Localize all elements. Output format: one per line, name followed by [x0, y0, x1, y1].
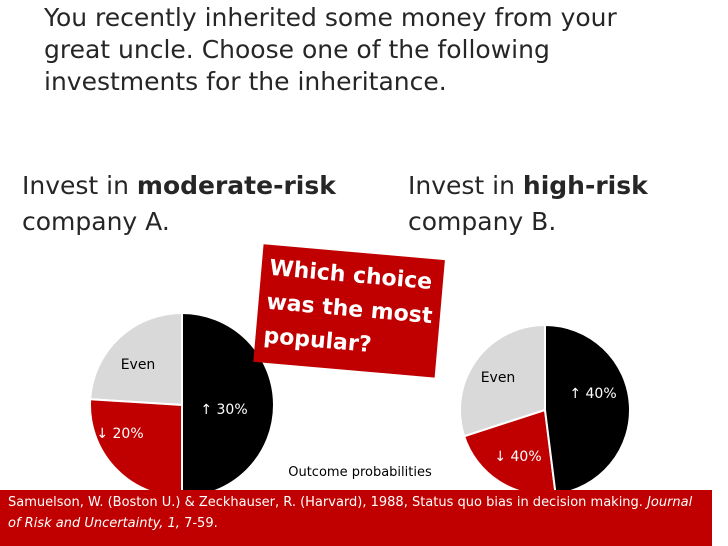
citation-text: Samuelson, W. (Boston U.) & Zeckhauser, …: [8, 495, 648, 510]
callout-box: [253, 244, 445, 378]
caption: Outcome probabilities: [288, 465, 432, 480]
slice-label: Even: [481, 370, 516, 386]
slice-label: ↑ 30%: [200, 402, 247, 418]
callout: Which choice was the most popular?: [253, 244, 445, 378]
option-emphasis: moderate-risk: [136, 171, 336, 200]
citation-pages: 7-59.: [179, 516, 218, 531]
pie-slice: [89, 311, 183, 407]
slice-label: ↓ 20%: [96, 426, 143, 442]
option-prefix: Invest in: [22, 171, 137, 200]
slice-label: ↓ 40%: [494, 449, 541, 465]
pie-slice: [459, 323, 546, 438]
citation: Samuelson, W. (Boston U.) & Zeckhauser, …: [0, 490, 712, 546]
heading-line: You recently inherited some money from y…: [44, 3, 617, 32]
option-prefix: Invest in: [408, 171, 523, 200]
option-emphasis: high-risk: [522, 171, 648, 200]
option-suffix: company B.: [408, 207, 557, 236]
citation-journal: Journal of Risk and Uncertainty, 1,: [8, 495, 693, 531]
pie-slice: [181, 311, 275, 499]
slice-label: ↑ 40%: [569, 386, 616, 402]
option-suffix: company A.: [22, 207, 170, 236]
pie-slice: [544, 323, 631, 496]
heading-line: great uncle. Choose one of the following: [44, 35, 550, 64]
option-b: Invest in high-risk company B.: [408, 168, 648, 240]
heading-line: investments for the inheritance.: [44, 67, 447, 96]
heading: You recently inherited some money from y…: [44, 2, 617, 98]
pie-slice: [89, 398, 183, 499]
slice-label: Even: [121, 357, 156, 373]
option-a: Invest in moderate-risk company A.: [22, 168, 336, 240]
